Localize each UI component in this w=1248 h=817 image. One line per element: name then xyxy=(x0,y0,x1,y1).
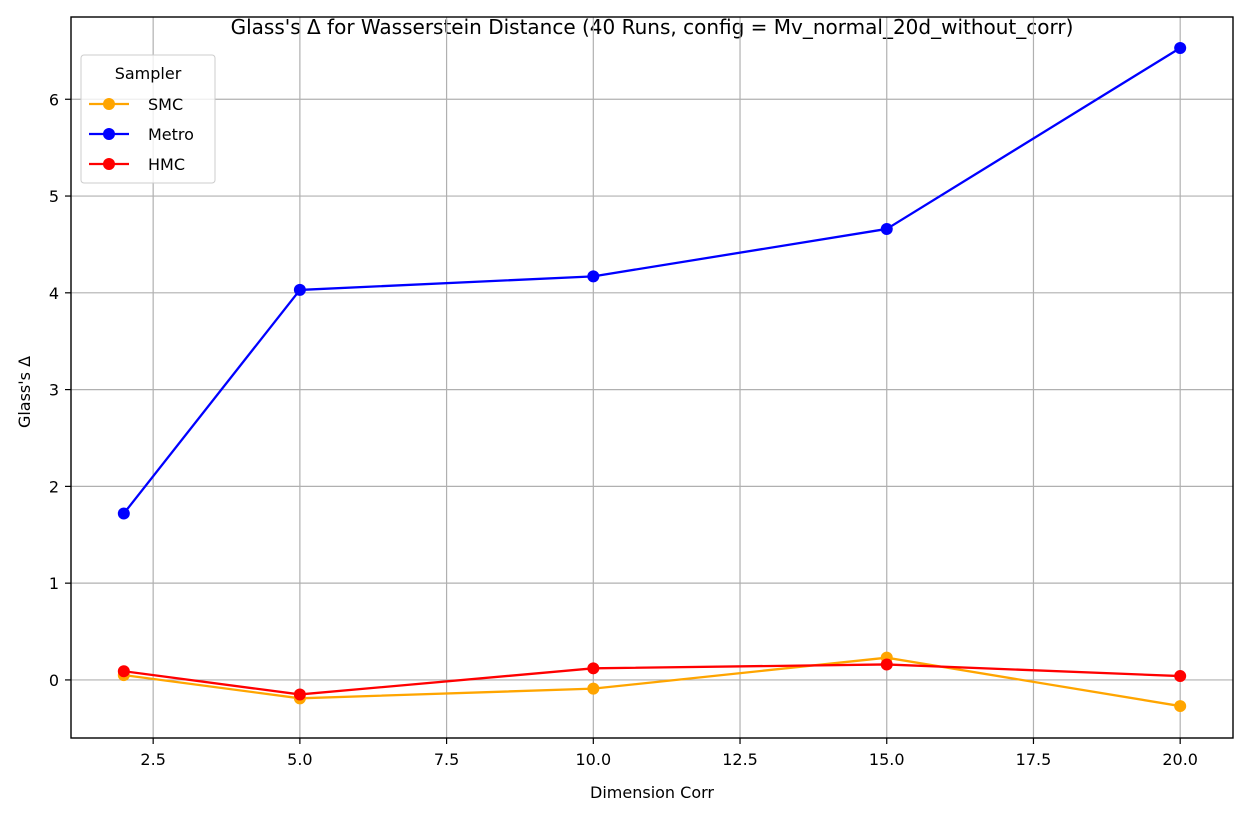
legend-title: Sampler xyxy=(115,64,182,83)
plot-frame xyxy=(70,16,1234,739)
data-point-metro xyxy=(880,222,893,235)
x-tick-label: 20.0 xyxy=(1162,750,1198,769)
legend-box xyxy=(80,54,216,184)
data-point-smc xyxy=(587,682,600,695)
series-smc xyxy=(117,651,1187,713)
data-point-hmc xyxy=(117,665,130,678)
data-point-hmc xyxy=(880,658,893,671)
series-lines xyxy=(117,41,1187,713)
data-point-metro xyxy=(293,283,306,296)
legend-label-metro: Metro xyxy=(148,125,194,144)
grid xyxy=(71,17,1233,738)
legend-entries: SMC Metro HMC xyxy=(89,95,194,174)
series-metro xyxy=(117,41,1187,520)
y-axis-label: Glass's Δ xyxy=(15,356,34,428)
x-tick-label: 5.0 xyxy=(287,750,312,769)
legend-marker-hmc xyxy=(103,158,115,170)
data-point-metro xyxy=(1174,41,1187,54)
legend-entry-hmc: HMC xyxy=(89,155,185,174)
x-tick-label: 7.5 xyxy=(434,750,459,769)
data-point-hmc xyxy=(293,688,306,701)
data-point-hmc xyxy=(587,662,600,675)
axis-ticks: 2.5 5.0 7.5 10.0 12.5 15.0 17.5 20.0 0 1 2 3 4 5 6 xyxy=(49,90,1198,769)
y-tick-label: 6 xyxy=(49,90,59,109)
x-axis-label: Dimension Corr xyxy=(590,783,714,802)
legend-label-smc: SMC xyxy=(148,95,183,114)
data-point-hmc xyxy=(1174,670,1187,683)
data-point-metro xyxy=(587,270,600,283)
y-tick-label: 4 xyxy=(49,284,59,303)
y-tick-label: 3 xyxy=(49,381,59,400)
y-tick-label: 0 xyxy=(49,671,59,690)
series-hmc xyxy=(117,658,1187,701)
x-tick-label: 17.5 xyxy=(1016,750,1052,769)
series-line-smc xyxy=(123,656,1181,708)
legend-marker-metro xyxy=(103,128,115,140)
series-line-metro xyxy=(122,46,1181,515)
chart-title: Glass's Δ for Wasserstein Distance (40 R… xyxy=(231,15,1074,39)
legend-label-hmc: HMC xyxy=(148,155,185,174)
legend-entry-smc: SMC xyxy=(89,95,183,114)
data-point-smc xyxy=(1174,700,1187,713)
legend-marker-smc xyxy=(103,98,115,110)
x-tick-label: 15.0 xyxy=(869,750,905,769)
x-tick-label: 10.0 xyxy=(576,750,612,769)
legend: Sampler SMC Metro HMC xyxy=(80,54,216,184)
y-tick-label: 2 xyxy=(49,477,59,496)
x-tick-label: 2.5 xyxy=(140,750,165,769)
legend-entry-metro: Metro xyxy=(89,125,194,144)
y-tick-label: 5 xyxy=(49,187,59,206)
data-point-metro xyxy=(117,507,130,520)
y-tick-label: 1 xyxy=(49,574,59,593)
x-tick-label: 12.5 xyxy=(722,750,758,769)
